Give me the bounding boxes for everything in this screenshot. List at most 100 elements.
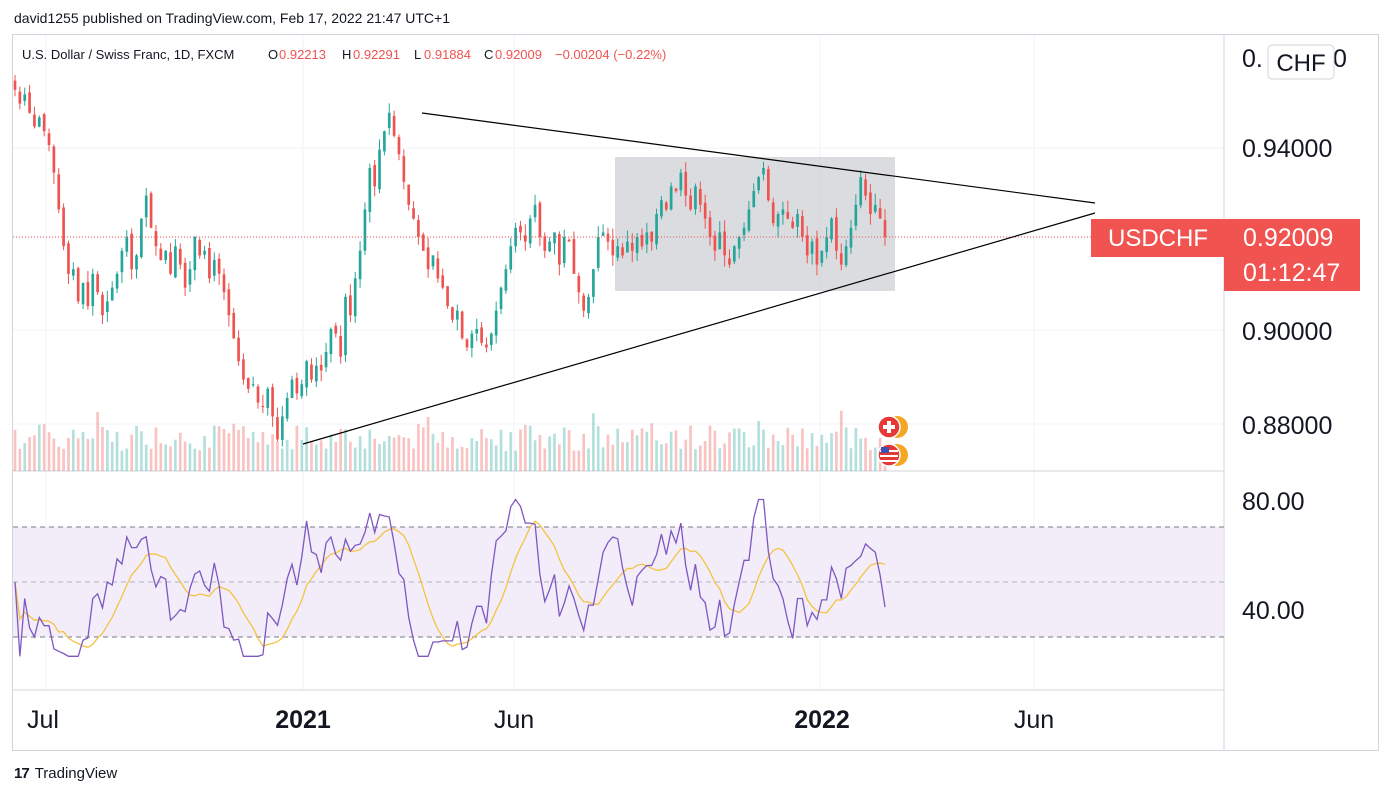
candle-body: [854, 204, 858, 226]
volume-bar: [494, 445, 498, 471]
volume-bar: [801, 428, 804, 471]
candle-body: [762, 168, 765, 175]
volume-bar: [582, 433, 585, 471]
volume-bar: [227, 433, 231, 471]
candle-body: [737, 237, 741, 249]
volume-bar: [762, 429, 765, 471]
rsi-tick: 40.00: [1242, 597, 1305, 625]
candle-body: [635, 237, 639, 253]
candle-body: [494, 310, 498, 336]
candle-body: [42, 114, 46, 132]
candle-body: [485, 344, 488, 348]
volume-bar: [81, 431, 85, 471]
volume-bar: [567, 430, 571, 471]
volume-bar: [830, 433, 833, 471]
candle-body: [402, 156, 406, 182]
us-flag-event-icon[interactable]: [877, 443, 908, 467]
candle-body: [349, 295, 352, 316]
candle-body: [815, 238, 819, 265]
volume-bar: [96, 412, 99, 471]
volume-bar: [859, 438, 863, 471]
candle-body: [713, 235, 717, 251]
candle-body: [222, 274, 226, 293]
currency-button[interactable]: [1267, 44, 1335, 80]
volume-bar: [421, 427, 425, 471]
candle-body: [125, 237, 129, 252]
lower-trendline[interactable]: [302, 212, 1096, 445]
candle-body: [436, 258, 440, 279]
candle-body: [558, 234, 561, 265]
volume-bar: [611, 444, 615, 471]
volume-bar: [441, 431, 445, 471]
candle-body: [489, 333, 493, 345]
ticker-label: USDCHF: [1108, 225, 1208, 252]
volume-bar: [489, 439, 493, 471]
volume-bar: [52, 438, 56, 471]
candle-body: [582, 295, 585, 311]
volume-bar: [752, 445, 756, 471]
candle-body: [285, 398, 289, 419]
volume-bar: [329, 434, 333, 471]
upper-trendline[interactable]: [421, 112, 1096, 204]
candle-body: [592, 269, 595, 297]
volume-bar: [62, 448, 65, 471]
range-box[interactable]: [615, 157, 895, 291]
swiss-flag-event-icon[interactable]: [877, 415, 908, 439]
candle-body: [86, 281, 90, 306]
volume-bar: [232, 423, 236, 471]
candle-body: [669, 186, 673, 210]
candle-body: [174, 246, 177, 278]
candle-body: [781, 209, 785, 215]
volume-bar: [844, 427, 848, 471]
candle-body: [363, 209, 367, 251]
volume-bar: [635, 435, 639, 471]
chart-frame: [12, 34, 1379, 751]
time-axis-label: Jun: [1014, 706, 1054, 734]
candle-body: [412, 208, 415, 219]
volume-bar: [242, 426, 245, 471]
candle-body: [392, 115, 396, 136]
volume-bar: [349, 441, 352, 471]
volume-bar: [125, 448, 129, 471]
volume-bar: [91, 438, 95, 471]
candle-body: [344, 296, 347, 356]
volume-bar: [251, 432, 255, 471]
legend-change: −0.00204 (−0.22%): [555, 47, 666, 62]
time-axis-label: Jun: [494, 706, 534, 734]
candle-body: [37, 117, 41, 127]
legend-high: 0.92291: [353, 47, 400, 62]
candle-body: [674, 188, 678, 191]
candle-body: [246, 378, 250, 389]
candle-body: [723, 231, 726, 256]
volume-bar: [383, 441, 386, 471]
volume-bar: [115, 431, 119, 471]
volume-bar: [13, 429, 17, 471]
candle-body: [664, 202, 668, 210]
candle-body: [251, 384, 255, 386]
candle-body: [455, 310, 459, 320]
tradingview-footer[interactable]: 17 TradingView: [14, 765, 117, 782]
volume-bar: [446, 447, 449, 471]
candle-body: [358, 250, 362, 280]
candle-body: [203, 250, 206, 255]
volume-bar: [655, 440, 658, 471]
volume-bar: [737, 428, 741, 471]
volume-bar: [674, 430, 678, 471]
candle-body: [310, 364, 313, 380]
volume-bar: [577, 450, 581, 471]
legend-close-label: C: [484, 47, 493, 62]
volume-bar: [849, 448, 853, 471]
volume-bar: [786, 427, 790, 471]
candle-body: [596, 237, 600, 268]
volume-bar: [159, 443, 163, 471]
last-price-value: 0.92009: [1243, 224, 1333, 252]
volume-bar: [290, 449, 294, 471]
candle-body: [465, 339, 469, 348]
volume-bar: [869, 450, 872, 471]
candle-body: [839, 253, 843, 265]
candle-body: [519, 225, 522, 233]
volume-bar: [334, 442, 338, 471]
candle-body: [878, 208, 882, 219]
volume-bar: [412, 448, 415, 471]
